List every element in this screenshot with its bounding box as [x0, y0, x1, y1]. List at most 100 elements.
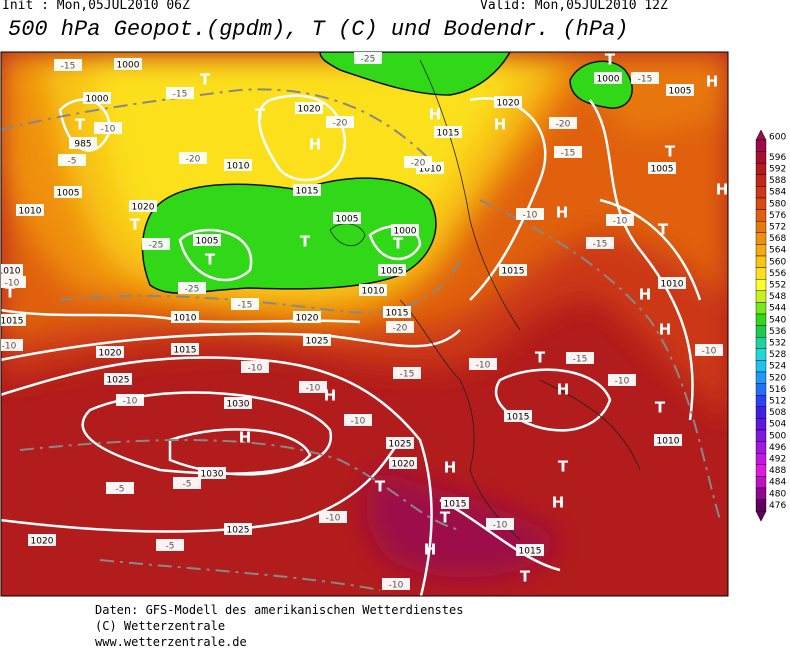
colorbar-label: 596	[769, 153, 786, 163]
temperature-label-box	[231, 298, 259, 310]
isobar-label: 1005	[336, 215, 359, 225]
pressure-system: H	[659, 321, 672, 339]
temperature-label: -10	[615, 377, 630, 387]
pressure-system: T	[605, 51, 616, 69]
colorbar-swatch	[755, 441, 767, 454]
isobar-label: 1025	[107, 376, 130, 386]
temperature-label-box	[566, 352, 594, 364]
isobar-label-box	[378, 264, 406, 276]
temperature-label: -20	[393, 324, 408, 334]
isobar-label: 985	[74, 140, 91, 150]
colorbar-label: 568	[769, 234, 786, 244]
pressure-system: H	[494, 116, 507, 134]
temperature-label-box	[354, 52, 382, 64]
colorbar-label: 492	[769, 455, 786, 465]
isobar-label-box	[666, 84, 694, 96]
isobar-label-box	[171, 311, 199, 323]
pressure-system: T	[255, 106, 266, 124]
pressure-system: T	[300, 233, 311, 251]
colorbar-swatch	[755, 383, 767, 396]
colorbar-label: 576	[769, 211, 786, 221]
temperature-label: -20	[333, 119, 348, 129]
temperature-label: -15	[238, 301, 253, 311]
isobar-label: 1005	[196, 237, 219, 247]
temperature-label: -15	[173, 90, 188, 100]
isobar-label-box	[494, 96, 522, 108]
temperature-label-box	[299, 381, 327, 393]
colorbar-label: 484	[769, 478, 786, 488]
isobar-label-box	[499, 264, 527, 276]
temperature-label: -10	[702, 347, 717, 357]
temperature-label-box	[695, 344, 723, 356]
isobar-label: 1010	[0, 267, 21, 277]
colorbar-swatch	[755, 209, 767, 222]
isobar-label: 1000	[86, 95, 109, 105]
temperature-label-box	[173, 477, 201, 489]
isobar-label-box	[516, 544, 544, 556]
pressure-system: T	[535, 349, 546, 367]
temperature-label-box	[486, 518, 514, 530]
temperature-label: -15	[61, 62, 76, 72]
temperature-label: -10	[248, 364, 263, 374]
pressure-system: H	[639, 286, 652, 304]
isobar-label-box	[504, 410, 532, 422]
isobar-label-box	[16, 204, 44, 216]
colorbar-swatch	[755, 371, 767, 384]
isobar-label-box	[295, 102, 323, 114]
temperature-label: -10	[101, 125, 116, 135]
temperature-label: -15	[400, 370, 415, 380]
pressure-system: T	[393, 235, 404, 253]
isobar-label: 1005	[57, 189, 80, 199]
colorbar-swatch	[755, 395, 767, 408]
isobar-label-box	[224, 397, 252, 409]
colorbar-swatch	[755, 313, 767, 326]
colorbar-label: 588	[769, 176, 786, 186]
isobar-label: 1030	[227, 400, 250, 410]
colorbar-label: 508	[769, 408, 786, 418]
temperature-label-box	[54, 59, 82, 71]
colorbar-swatch	[755, 290, 767, 303]
isobar-label-box	[96, 346, 124, 358]
colorbar-swatch	[755, 418, 767, 431]
isobar-label: 1020	[132, 203, 155, 213]
pressure-system: T	[665, 143, 676, 161]
colorbar-swatch	[755, 337, 767, 350]
temperature-label: -10	[493, 521, 508, 531]
pressure-system: T	[375, 478, 386, 496]
isobar-label-box	[1, 264, 23, 276]
map-title: 500 hPa Geopot.(gpdm), T (C) und Bodendr…	[8, 17, 629, 42]
isobar-label-box	[1, 314, 26, 326]
isobar-label-box	[129, 200, 157, 212]
colorbar-label: 476	[769, 501, 786, 511]
pressure-system: H	[429, 106, 442, 124]
colorbar-swatch	[755, 453, 767, 466]
temperature-label: -5	[116, 485, 125, 495]
colorbar-swatch	[755, 406, 767, 419]
colorbar-swatch	[755, 499, 767, 512]
isobar-label-box	[28, 534, 56, 546]
isobar-label: 1010	[174, 314, 197, 324]
temperature-label: -5	[183, 480, 192, 490]
isobar-label-box	[648, 162, 676, 174]
isobar-label-box	[333, 212, 361, 224]
isobar-label: 1010	[19, 207, 42, 217]
colorbar-label: 600	[769, 133, 786, 143]
colorbar-swatch	[755, 325, 767, 338]
colorbar-swatch	[755, 464, 767, 477]
temperature-label: -5	[166, 542, 175, 552]
pressure-system: H	[239, 429, 252, 447]
temperature-label-box	[58, 154, 86, 166]
temperature-label: -25	[185, 285, 200, 295]
colorbar-swatch	[755, 162, 767, 175]
isobar-label: 1015	[519, 547, 542, 557]
temperature-label: -10	[389, 581, 404, 591]
temperature-label-box	[178, 282, 206, 294]
isobar-label: 1010	[657, 437, 680, 447]
pressure-system: T	[655, 399, 666, 417]
isobar-label-box	[386, 437, 414, 449]
temperature-label-box	[319, 511, 347, 523]
isobar-label: 1010	[419, 165, 442, 175]
